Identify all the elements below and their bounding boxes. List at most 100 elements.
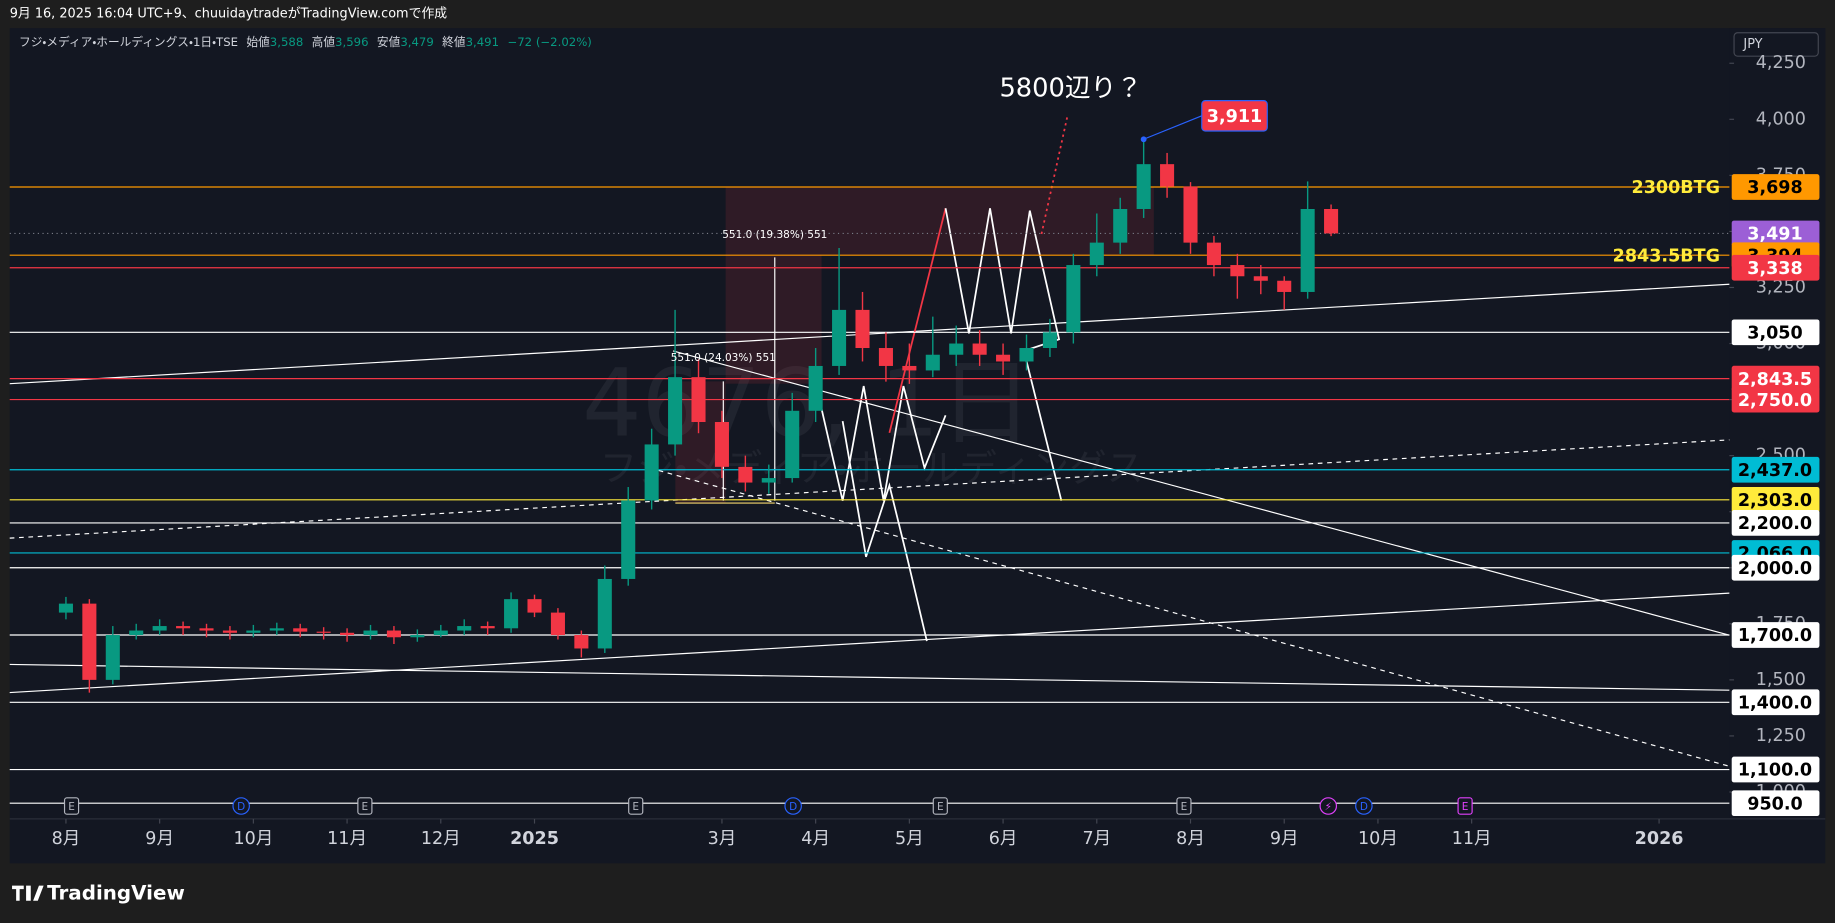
scenario-line: [1040, 116, 1069, 235]
scenario-line: [888, 208, 947, 434]
candle-body: [1042, 332, 1057, 349]
trend-line: [672, 350, 1730, 636]
candle-body: [1066, 265, 1081, 333]
position-box: [725, 255, 822, 384]
callout-point: [1140, 136, 1147, 143]
candle-body: [808, 365, 823, 411]
price-label-box: [1731, 790, 1820, 817]
candle-body: [1277, 280, 1292, 292]
event-label: D: [789, 801, 797, 813]
candle-body: [433, 630, 448, 636]
price-label: 1,700.0: [1738, 626, 1812, 646]
candle-body: [199, 628, 214, 631]
price-label: 2,843.5: [1738, 370, 1812, 390]
price-label-box: [1731, 365, 1820, 392]
ohlc-label: 高値: [312, 35, 336, 49]
change: −72 (−2.02%): [507, 35, 591, 49]
candle-body: [504, 599, 519, 629]
watermark-symbol: 4676, 1日: [582, 349, 1033, 458]
trend-line: [9, 592, 1730, 694]
candle-body: [105, 635, 120, 680]
measure-label: 551.0 (24.03%) 551: [671, 352, 776, 364]
x-tick-label: 12月: [421, 829, 461, 849]
candle-body: [82, 603, 97, 680]
event-marker: [1176, 797, 1192, 815]
candle-body: [902, 365, 917, 371]
price-label-box: [1731, 756, 1820, 783]
price-label: 1,400.0: [1738, 693, 1812, 713]
target-annotation: 5800辺り？: [999, 73, 1142, 103]
callout-box: [1201, 100, 1268, 132]
event-label: D: [237, 801, 245, 813]
x-tick-label: 8月: [52, 829, 81, 849]
candle-body: [457, 626, 472, 631]
price-label: 2,000.0: [1738, 559, 1812, 579]
ohlc-label: 終値: [442, 35, 466, 49]
candle-body: [527, 599, 542, 613]
x-tick-label: 8月: [1176, 829, 1205, 849]
x-tick-label: 6月: [989, 829, 1018, 849]
candle-body: [668, 377, 683, 445]
price-label: 950.0: [1747, 794, 1802, 814]
candle-body: [550, 612, 565, 636]
candle-body: [1136, 164, 1151, 209]
drawings: [9, 116, 1730, 767]
x-tick-label: 3月: [708, 829, 737, 849]
currency-box[interactable]: [1733, 32, 1819, 57]
candle-body: [855, 309, 870, 349]
event-marker: [1355, 797, 1373, 815]
candle-body: [1206, 242, 1221, 266]
candle-body: [1324, 208, 1339, 234]
symbol-name: フジ・メディア・ホールディングス・1日・TSE: [19, 35, 238, 49]
candle-body: [714, 422, 729, 467]
candle-body: [996, 354, 1011, 362]
x-tick-label: 11月: [327, 829, 367, 849]
symbol-line: フジ・メディア・ホールディングス・1日・TSE 始値3,588 高値3,596 …: [19, 35, 592, 49]
candle-body: [644, 444, 659, 501]
price-axis: [1729, 28, 1826, 819]
ohlc-value: 3,596: [335, 35, 368, 49]
price-line-name: 2843.5BTG: [1613, 246, 1720, 266]
x-tick-label: 7月: [1082, 829, 1111, 849]
chart-panel: [9, 28, 1826, 864]
event-marker: [1319, 797, 1338, 815]
event-marker: [357, 797, 373, 815]
price-label-box: [1731, 689, 1820, 716]
candle-body: [691, 377, 706, 423]
candle-body: [129, 630, 144, 636]
candle-body: [574, 635, 589, 649]
price-labels: 3,6982300BTG3,4913,3942843.5BTG3,3383,05…: [1140, 100, 1820, 817]
candle-body: [1300, 208, 1315, 292]
caption: 9月 16, 2025 16:04 UTC+9、chuuidaytradeがTr…: [10, 7, 448, 22]
price-label: 3,698: [1747, 178, 1802, 198]
candle-body: [1230, 265, 1245, 277]
x-tick-label: 2025: [510, 829, 559, 849]
candle-body: [269, 628, 284, 631]
event-label: E: [937, 801, 944, 813]
trend-line: [9, 439, 1730, 539]
candle-body: [480, 626, 495, 629]
ohlc-value: 3,479: [400, 35, 433, 49]
x-tick-label: 10月: [233, 829, 273, 849]
candle-body: [925, 354, 940, 371]
candle-body: [1253, 276, 1268, 281]
ohlc-label: 始値: [246, 35, 270, 49]
candle-body: [1019, 348, 1034, 362]
price-label: 2,750.0: [1738, 391, 1812, 411]
scenario-zigzag: [841, 420, 928, 642]
candle-body: [176, 626, 191, 629]
candle-body: [340, 632, 355, 636]
candle-body: [597, 578, 612, 649]
candle-body: [222, 630, 237, 633]
currency: JPY: [1742, 37, 1762, 52]
price-label-box: [1731, 622, 1820, 648]
price-label: 3,491: [1747, 225, 1802, 245]
event-marker: [932, 797, 948, 815]
event-marker: [628, 797, 644, 815]
candle-body: [785, 410, 800, 479]
event-label: E: [632, 801, 639, 813]
ohlc-value: 3,491: [466, 35, 499, 49]
price-label: 2,303.0: [1738, 491, 1812, 511]
x-tick-label: 4月: [801, 829, 830, 849]
